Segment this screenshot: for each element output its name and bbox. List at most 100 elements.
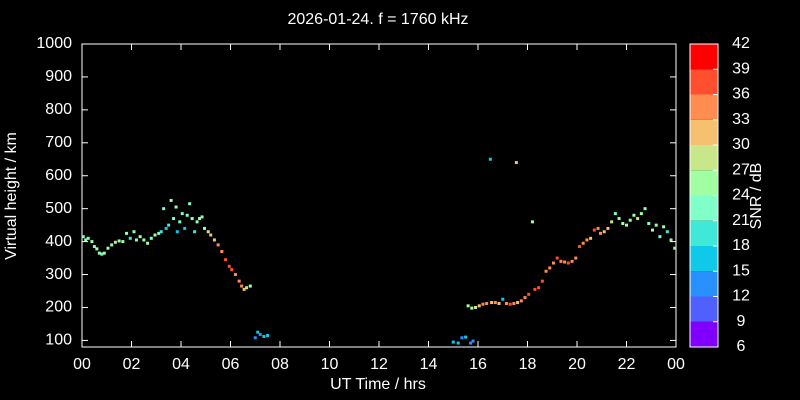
colorbar-tick-label: 39 [732,60,750,77]
data-point [220,249,224,253]
data-point [195,220,199,224]
colorbar-tick-label: 9 [737,313,746,330]
data-point [149,236,153,240]
data-point [625,223,628,227]
x-tick-label: 02 [123,356,141,373]
data-point [90,240,94,244]
data-point [216,243,220,247]
colorbar-tick-label: 6 [737,338,746,355]
data-point [460,336,464,340]
data-point [474,305,478,309]
data-point [266,333,270,337]
x-tick-label: 08 [271,356,289,373]
colorbar-tick-label: 30 [732,136,750,153]
data-point [248,284,252,288]
y-axis-label: Virtual height / km [3,132,20,260]
data-point [559,259,563,263]
data-point [132,230,136,234]
colorbar-band [690,44,718,70]
data-point [240,284,244,288]
data-point [665,230,669,234]
colorbar-tick-label: 42 [732,35,750,52]
x-axis-label: UT Time / hrs [330,376,426,393]
data-point [566,261,570,265]
data-point [100,252,104,256]
data-point [599,231,603,235]
data-point [159,230,163,234]
data-point [142,238,146,242]
y-tick-label: 900 [45,68,72,85]
data-point [647,221,651,225]
data-point [669,238,673,242]
data-point [477,304,481,308]
data-point [632,213,636,217]
data-point [188,202,192,206]
data-point [206,230,210,234]
y-tick-label: 500 [45,200,72,217]
data-point [563,260,567,264]
data-point [574,256,578,260]
data-point [610,220,614,224]
colorbar-band [690,220,718,246]
data-point [636,217,640,221]
data-point [224,258,228,262]
data-point [162,207,166,211]
data-point [138,235,142,239]
x-tick-label: 06 [222,356,240,373]
y-tick-label: 800 [45,101,72,118]
data-point [203,226,207,230]
colorbar-tick-label: 15 [732,262,750,279]
data-point [523,296,527,300]
x-tick-label: 14 [420,356,438,373]
data-point [650,228,654,232]
colorbar-tick-label: 24 [732,187,750,204]
data-point [86,236,90,240]
colorbar-tick-label: 27 [732,161,750,178]
data-point [544,269,548,273]
colorbar-band [690,119,718,145]
x-tick-label: 18 [519,356,537,373]
colorbar-band [690,271,718,297]
data-point [153,233,157,237]
data-point [673,246,677,250]
data-point [113,240,117,244]
data-point [209,233,213,237]
data-point [464,335,468,339]
data-point [592,228,596,232]
data-point [501,297,505,301]
data-point [490,301,494,305]
data-point [245,286,249,290]
y-tick-label: 400 [45,233,72,250]
data-point [167,223,171,227]
data-point [570,259,574,263]
data-point [639,212,643,216]
data-point [212,238,216,242]
colorbar-band [690,321,718,347]
data-point [548,266,552,270]
colorbar-band [690,246,718,272]
data-point [471,339,475,343]
data-point [183,226,187,230]
data-point [485,302,489,306]
data-point [172,217,176,221]
data-point [555,256,559,260]
data-point [628,218,632,222]
x-tick-label: 10 [321,356,339,373]
x-tick-label: 20 [568,356,586,373]
plot-frame [81,43,677,348]
data-point [514,161,518,165]
data-point [164,226,168,230]
data-point [481,302,485,306]
data-point [519,299,523,303]
data-point [466,304,470,308]
data-point [81,235,85,239]
data-point [174,205,178,209]
data-point [527,292,531,296]
data-point [121,240,125,244]
data-point [253,336,257,340]
data-point [613,212,617,216]
data-point [84,238,88,242]
x-tick-label: 16 [469,356,487,373]
data-point [190,217,194,221]
